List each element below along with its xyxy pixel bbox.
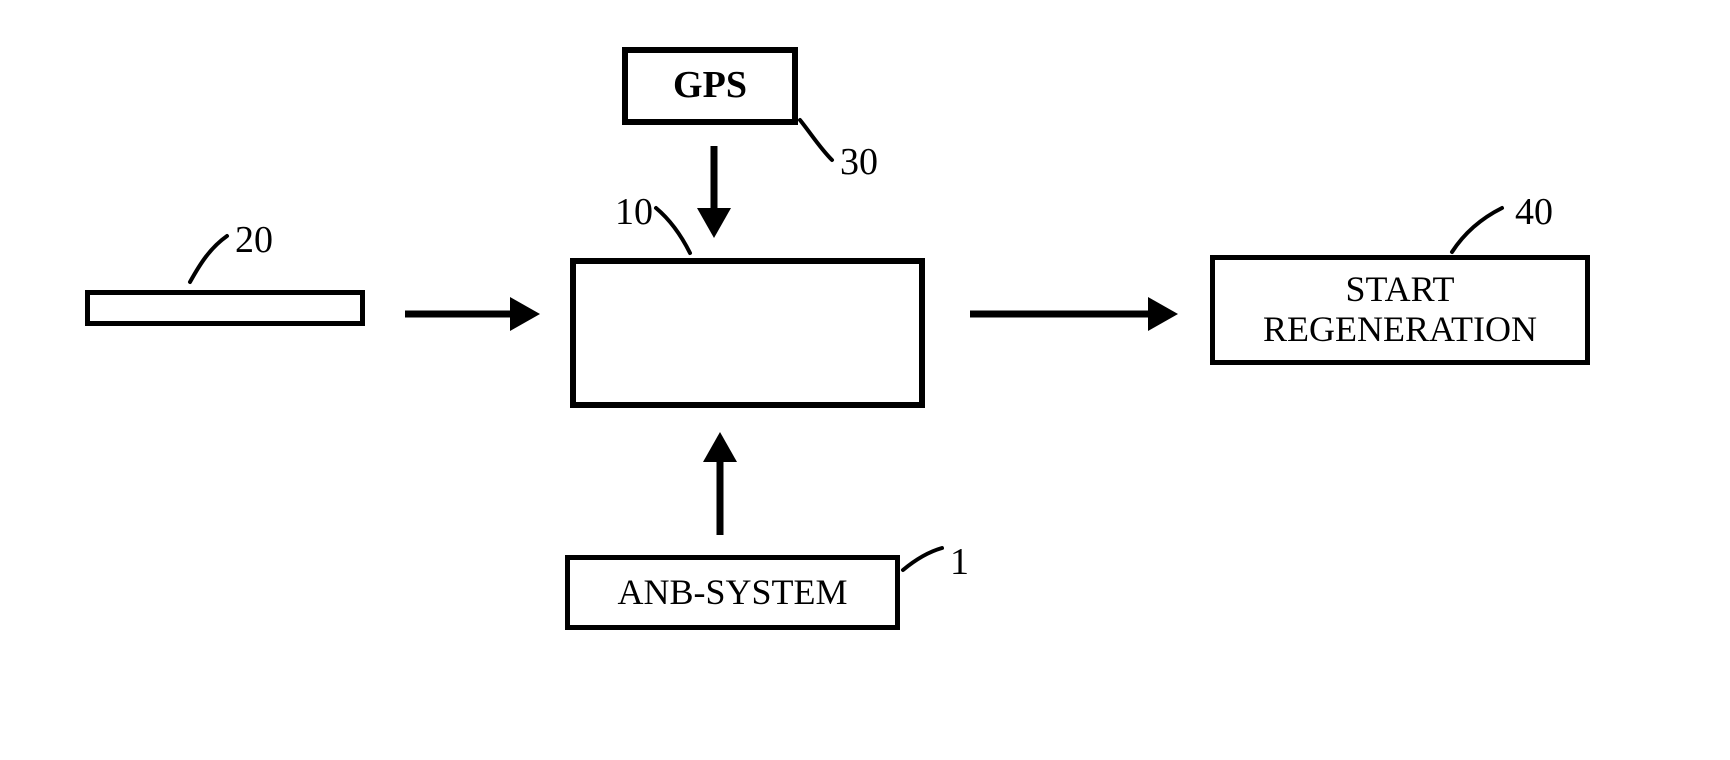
node-gps-label: GPS: [673, 65, 747, 107]
node-start-regeneration: START REGENERATION: [1210, 255, 1590, 365]
node-anb-system: ANB-SYSTEM: [565, 555, 900, 630]
node-left: [85, 290, 365, 326]
callout-30: 30: [840, 140, 878, 184]
node-center: [570, 258, 925, 408]
callout-20: 20: [235, 218, 273, 262]
callout-1: 1: [950, 540, 969, 584]
diagram-stage: GPS 30 20 10 START REGENERATION 40 ANB-S…: [0, 0, 1730, 760]
callout-40: 40: [1515, 190, 1553, 234]
node-anb-label: ANB-SYSTEM: [617, 573, 847, 613]
node-start-label: START REGENERATION: [1263, 270, 1537, 349]
callout-10: 10: [615, 190, 653, 234]
node-gps: GPS: [622, 47, 798, 125]
